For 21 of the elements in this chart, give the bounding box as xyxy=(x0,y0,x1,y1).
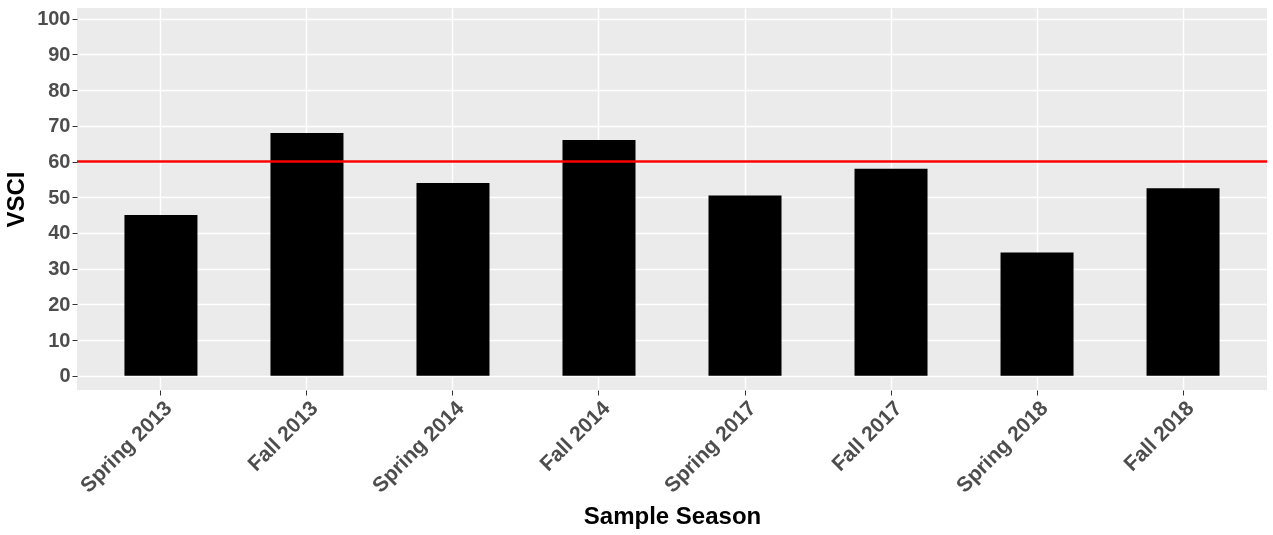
y-axis-title: VSCI xyxy=(2,171,30,228)
bar xyxy=(708,195,782,376)
bar xyxy=(416,182,490,376)
bar xyxy=(854,168,928,376)
y-tick-label: 70 xyxy=(48,114,71,137)
bar xyxy=(562,140,636,376)
y-tick-label: 50 xyxy=(48,185,71,208)
x-axis-title: Sample Season xyxy=(583,501,762,529)
y-tick-label: 20 xyxy=(48,292,71,315)
y-tick-label: 100 xyxy=(37,7,71,30)
y-tick-label: 90 xyxy=(48,42,71,65)
y-tick-label: 60 xyxy=(48,150,71,173)
y-tick-label: 10 xyxy=(48,328,71,351)
y-tick-label: 30 xyxy=(48,257,71,280)
bar xyxy=(124,215,198,376)
y-tick-label: 0 xyxy=(59,364,71,387)
bar xyxy=(1146,188,1220,376)
bar xyxy=(1000,252,1074,376)
bar xyxy=(270,132,344,376)
y-tick-label: 40 xyxy=(48,221,71,244)
y-tick-label: 80 xyxy=(48,78,71,101)
